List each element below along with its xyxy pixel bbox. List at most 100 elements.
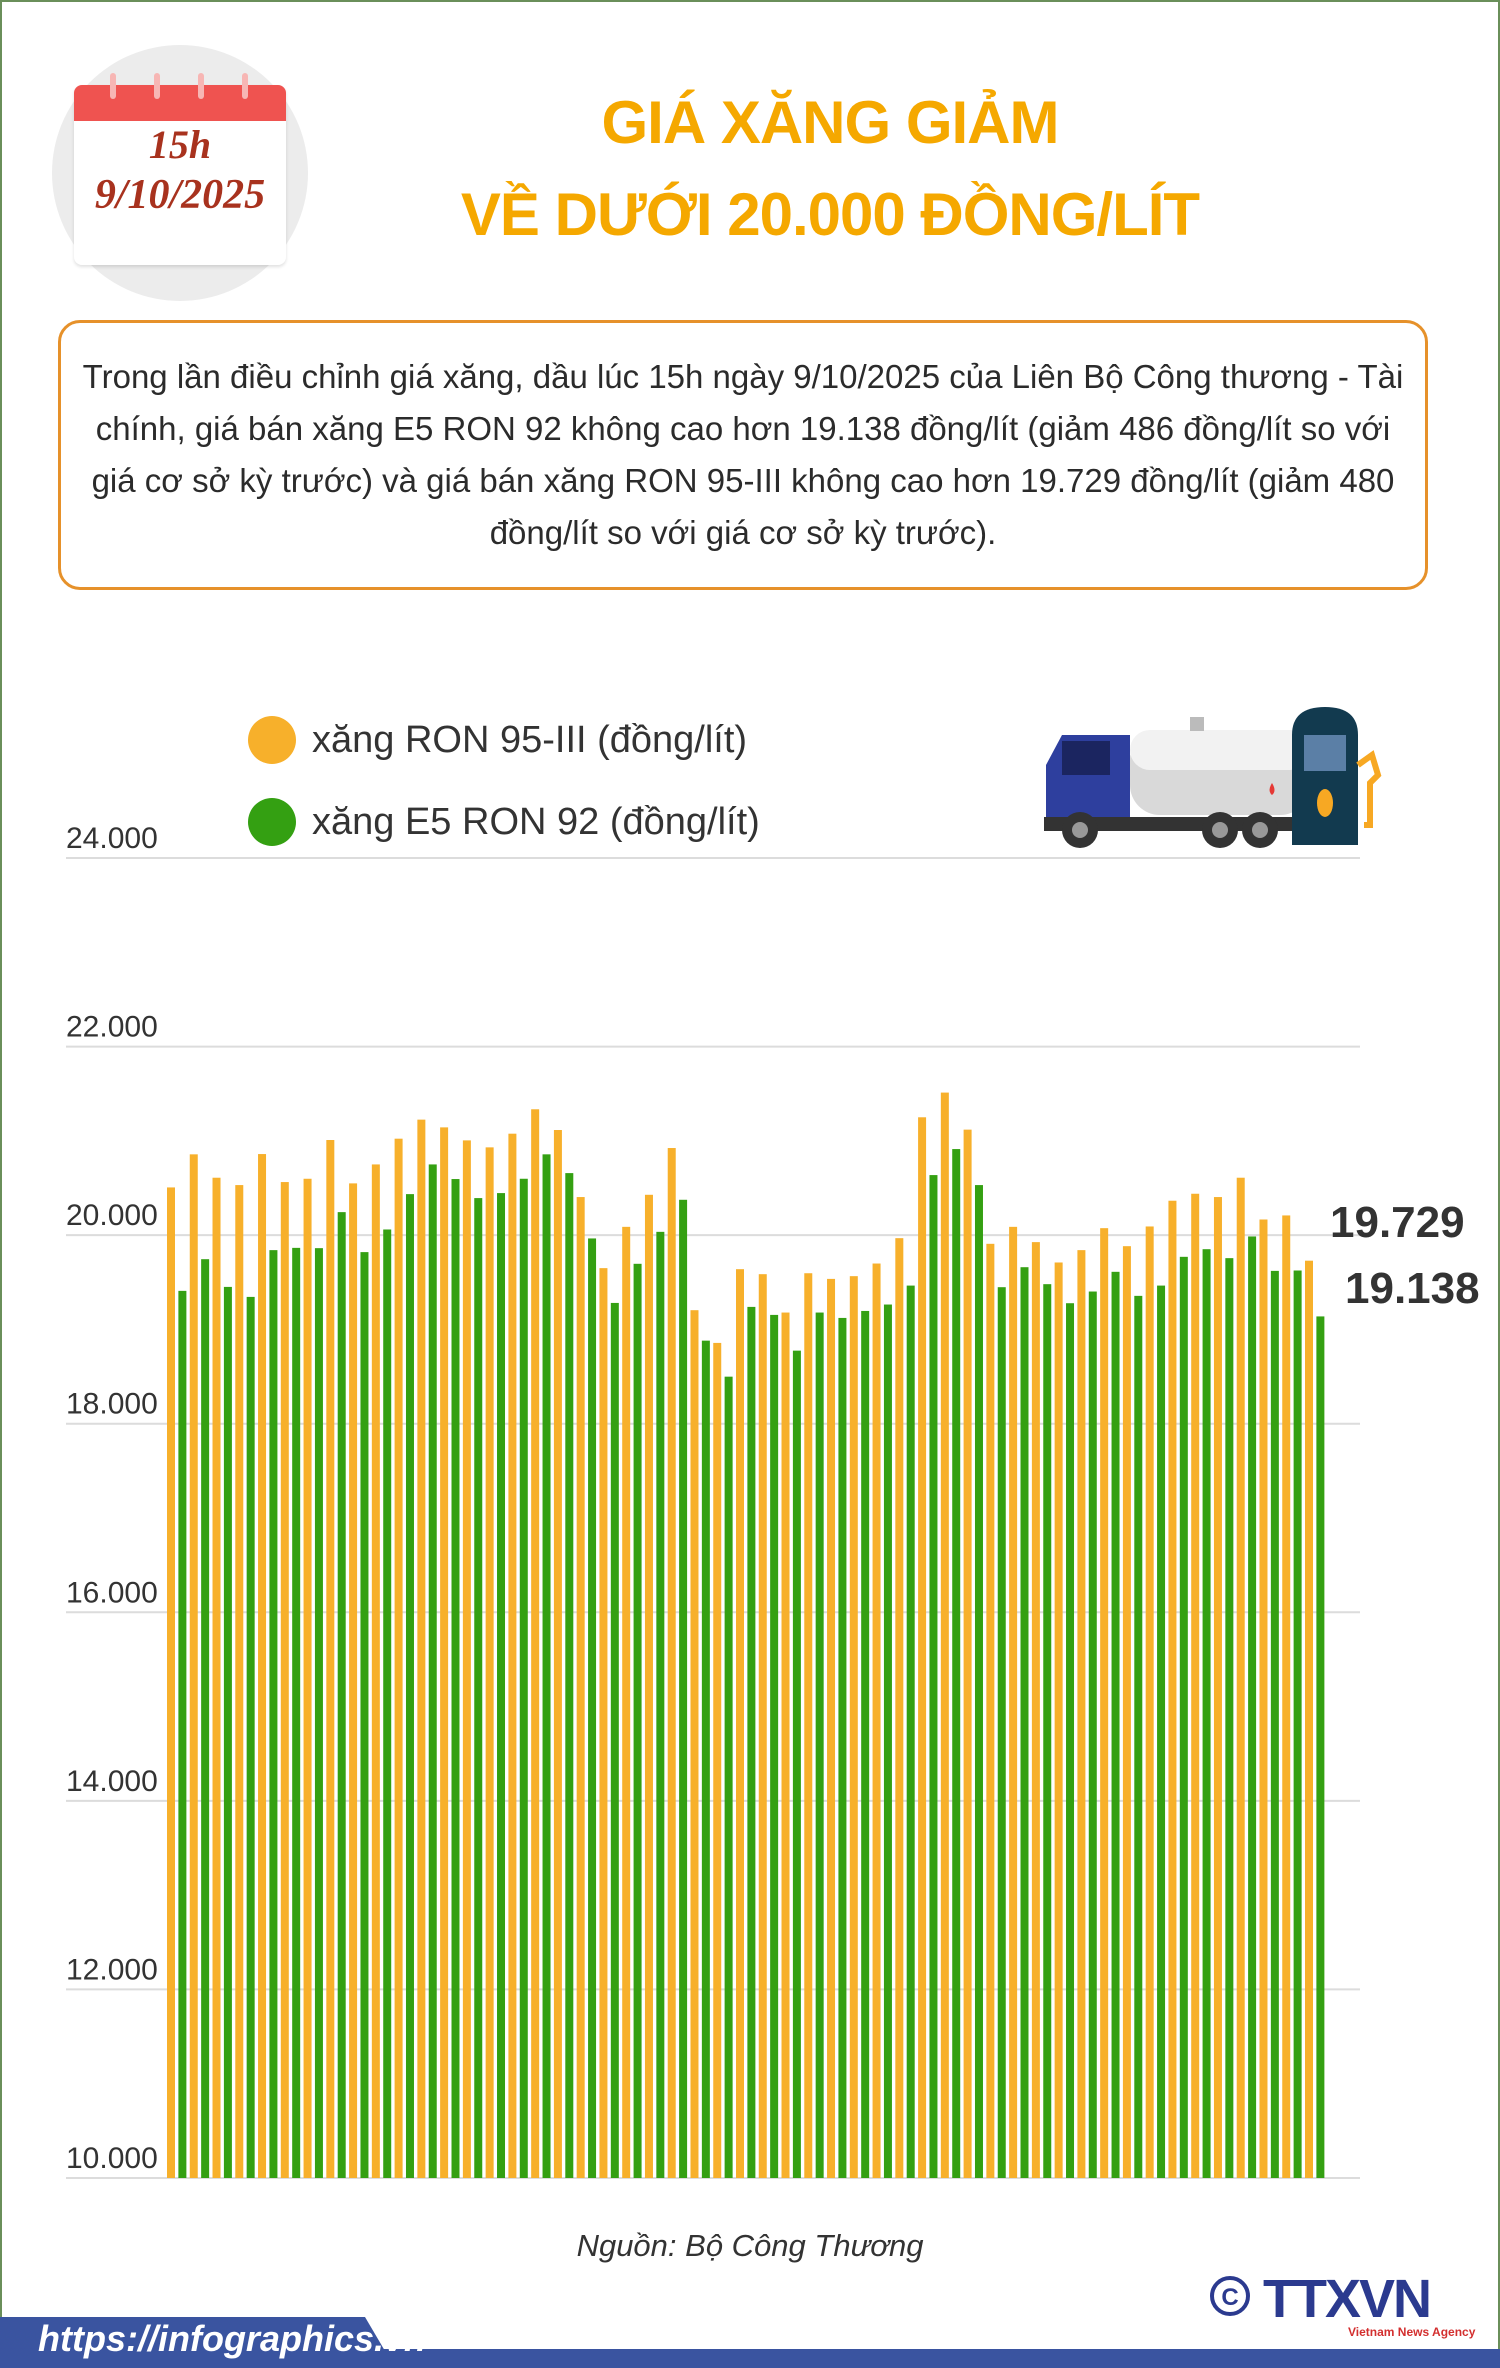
bar-e5 [360, 1252, 369, 2178]
bar-e5 [565, 1173, 574, 2178]
bar-e5 [314, 1248, 323, 2178]
bar-e5 [1293, 1270, 1302, 2178]
summary-text: Trong lần điều chỉnh giá xăng, dầu lúc 1… [82, 358, 1404, 551]
bar-ron95 [804, 1273, 813, 2178]
bar-ron95 [485, 1147, 494, 2178]
bar-e5 [929, 1175, 938, 2178]
bar-ron95 [576, 1197, 585, 2178]
bar-e5 [1088, 1291, 1097, 2178]
bar-e5 [701, 1340, 710, 2178]
bar-e5 [405, 1194, 414, 2178]
bar-ron95 [1259, 1219, 1268, 2178]
bar-ron95 [349, 1183, 358, 2178]
bar-ron95 [713, 1342, 722, 2178]
bar-e5 [1316, 1316, 1325, 2178]
bar-ron95 [781, 1312, 790, 2178]
bar-e5 [1179, 1256, 1188, 2178]
bar-ron95 [849, 1276, 858, 2178]
fuel-pump-icon [1292, 707, 1382, 845]
bar-e5 [838, 1317, 847, 2178]
bar-e5 [724, 1376, 733, 2178]
bar-e5 [383, 1229, 392, 2178]
annotation-e5-latest: 19.138 [1345, 1264, 1480, 1313]
bar-ron95 [895, 1238, 904, 2178]
bar-e5 [246, 1296, 255, 2178]
bar-ron95 [1122, 1246, 1131, 2178]
bar-e5 [474, 1198, 483, 2178]
bar-ron95 [1191, 1193, 1200, 2178]
y-tick-label: 18.000 [66, 1388, 158, 1421]
bar-ron95 [508, 1133, 517, 2178]
bar-e5 [588, 1238, 597, 2178]
page-title-line2: VỀ DƯỚI 20.000 ĐỒNG/LÍT [460, 181, 1200, 248]
bar-e5 [269, 1250, 278, 2178]
bar-ron95 [1054, 1262, 1063, 2178]
bar-e5 [1043, 1284, 1052, 2178]
legend-dot-ron95 [248, 716, 296, 764]
bar-e5 [679, 1199, 688, 2178]
bar-e5 [497, 1193, 506, 2178]
bar-e5 [952, 1149, 961, 2178]
y-tick-label: 20.000 [66, 1199, 158, 1232]
bar-ron95 [531, 1109, 540, 2178]
bar-ron95 [167, 1187, 175, 2178]
bar-ron95 [371, 1164, 380, 2178]
bar-ron95 [303, 1178, 312, 2178]
footer-tab [0, 2317, 395, 2368]
bar-e5 [1225, 1258, 1234, 2178]
bar-ron95 [553, 1130, 562, 2178]
calendar-icon: 15h 9/10/2025 [74, 73, 286, 265]
bar-e5 [792, 1350, 801, 2178]
footer-url-link[interactable]: https://infographics.vn [38, 2318, 427, 2359]
bar-ron95 [986, 1243, 995, 2178]
bar-ron95 [736, 1269, 744, 2178]
bar-ron95 [667, 1148, 676, 2178]
bar-ron95 [1305, 1260, 1313, 2178]
bar-e5 [292, 1247, 301, 2178]
ttxvn-logo: C TTXVN Vietnam News Agency [1208, 2268, 1478, 2339]
bar-ron95 [1236, 1177, 1245, 2178]
bar-ron95 [258, 1154, 267, 2178]
bar-e5 [223, 1286, 232, 2178]
bar-e5 [201, 1259, 210, 2178]
bar-ron95 [872, 1263, 881, 2178]
bar-e5 [815, 1312, 824, 2178]
y-tick-label: 14.000 [66, 1765, 158, 1798]
bar-e5 [770, 1314, 779, 2178]
source-note: Nguồn: Bộ Công Thương [576, 2228, 924, 2263]
bar-e5 [633, 1263, 642, 2178]
bar-ron95 [417, 1119, 426, 2178]
bar-e5 [974, 1185, 983, 2178]
bar-e5 [451, 1179, 460, 2178]
calendar-time: 15h [148, 122, 212, 167]
bar-ron95 [280, 1182, 289, 2178]
bar-ron95 [1145, 1226, 1154, 2178]
y-tick-label: 16.000 [66, 1576, 158, 1609]
annotation-ron95-latest: 19.729 [1330, 1198, 1465, 1247]
y-tick-label: 12.000 [66, 1953, 158, 1986]
svg-text:C: C [1221, 2284, 1238, 2311]
bar-ron95 [918, 1117, 927, 2178]
bar-e5 [337, 1212, 346, 2178]
bar-ron95 [212, 1177, 221, 2178]
bar-ron95 [189, 1154, 198, 2178]
legend-dot-e5 [248, 798, 296, 846]
fuel-truck-icon [1044, 717, 1314, 848]
bar-ron95 [235, 1185, 244, 2178]
y-tick-label: 22.000 [66, 1011, 158, 1044]
logo-subtext: Vietnam News Agency [1348, 2325, 1476, 2339]
bar-e5 [1157, 1285, 1166, 2178]
bar-ron95 [440, 1127, 449, 2178]
bar-e5 [428, 1164, 437, 2178]
bar-ron95 [758, 1274, 767, 2178]
calendar-date: 9/10/2025 [94, 172, 266, 218]
bar-e5 [178, 1290, 187, 2178]
bar-e5 [519, 1178, 528, 2178]
bar-e5 [747, 1306, 756, 2178]
y-tick-label: 24.000 [66, 822, 158, 855]
legend-label-e5: xăng E5 RON 92 (đồng/lít) [312, 800, 760, 843]
bar-e5 [1248, 1236, 1257, 2178]
bar-e5 [656, 1231, 665, 2178]
bar-ron95 [1213, 1197, 1222, 2178]
legend-label-ron95: xăng RON 95-III (đồng/lít) [312, 718, 748, 761]
